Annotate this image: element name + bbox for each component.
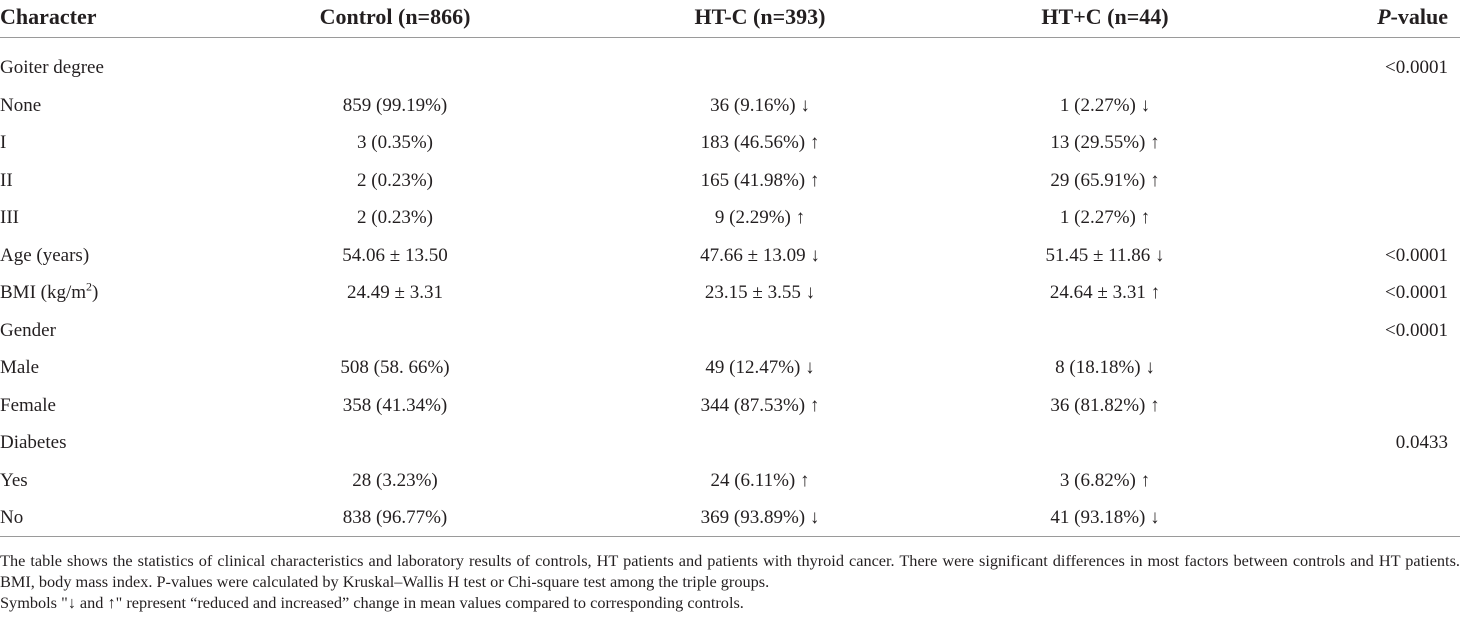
bottom-rule (0, 536, 1460, 537)
table-cell: Yes (0, 469, 28, 491)
table-cell: 28 (3.23%) (352, 469, 438, 491)
table-cell: 3 (0.35%) (357, 132, 433, 153)
table-cell: BMI (kg/m2) (0, 281, 98, 305)
table-cell: Male (0, 357, 40, 378)
table-cell: <0.0001 (1385, 244, 1448, 266)
table-cell: II (0, 169, 13, 191)
table-cell: None (0, 94, 42, 116)
table-cell: 41 (93.18%) ↓ (1050, 507, 1160, 528)
table-cell: 838 (96.77%) (342, 507, 448, 528)
table-cell: 508 (58. 66%) (340, 357, 450, 378)
table-cell: No (0, 507, 24, 528)
table-cell: 8 (18.18%) ↓ (1055, 357, 1155, 378)
table-cell: 13 (29.55%) ↑ (1050, 132, 1160, 153)
table-cell: 358 (41.34%) (342, 394, 448, 416)
table-cell: 23.15 ± 3.55 ↓ (704, 282, 816, 303)
table-cell: Goiter degree (0, 57, 104, 78)
header-cell: Control (n=866) (319, 4, 471, 29)
table-cell: 1 (2.27%) ↑ (1059, 207, 1151, 228)
table-cell: 1 (2.27%) ↓ (1059, 94, 1151, 116)
text-segment: ) (92, 282, 99, 303)
table-cell: 24.49 ± 3.31 (347, 282, 443, 303)
table-cell: 51.45 ± 11.86 ↓ (1045, 244, 1165, 266)
footnote-text: Symbols "↓ and ↑" represent “reduced and… (0, 593, 744, 612)
header-cell: HT-C (n=393) (694, 4, 826, 29)
table-cell: 0.0433 (1395, 432, 1448, 453)
header-cell: Character (0, 4, 97, 29)
table-cell: 36 (9.16%) ↓ (710, 94, 810, 116)
table-cell: 29 (65.91%) ↑ (1050, 169, 1160, 191)
table-cell: 24 (6.11%) ↑ (710, 469, 810, 491)
table-cell: 49 (12.47%) ↓ (705, 357, 815, 378)
table-cell: 344 (87.53%) ↑ (700, 394, 820, 416)
table-cell: 9 (2.29%) ↑ (714, 207, 806, 228)
header-rule (0, 37, 1460, 38)
table-cell: <0.0001 (1385, 282, 1448, 303)
table-cell: III (0, 207, 19, 228)
table-cell: <0.0001 (1385, 319, 1448, 341)
table-cell: I (0, 132, 7, 153)
table-cell: 54.06 ± 13.50 (342, 244, 448, 266)
table-cell: 47.66 ± 13.09 ↓ (700, 244, 820, 266)
text-segment: 2 (86, 279, 93, 294)
header-cell: HT+C (n=44) (1041, 4, 1169, 29)
text-segment: BMI (kg/m (0, 282, 87, 303)
table-cell: 24.64 ± 3.31 ↑ (1049, 282, 1161, 303)
footnote-text: The table shows the statistics of clinic… (0, 551, 1460, 591)
text-segment: P (1377, 4, 1391, 29)
table-cell: 183 (46.56%) ↑ (700, 132, 820, 153)
table-cell: Gender (0, 319, 56, 341)
table-cell: 2 (0.23%) (357, 169, 433, 191)
table-cell: Diabetes (0, 432, 67, 453)
table-cell: <0.0001 (1385, 57, 1448, 78)
table-cell: Age (years) (0, 244, 90, 266)
table-cell: 3 (6.82%) ↑ (1059, 469, 1151, 491)
table-cell: Female (0, 394, 56, 416)
table-cell: 2 (0.23%) (357, 207, 433, 228)
table-cell: 36 (81.82%) ↑ (1050, 394, 1160, 416)
table-cell: 859 (99.19%) (342, 94, 448, 116)
footnote: The table shows the statistics of clinic… (0, 550, 1460, 613)
header-cell: P-value (1377, 5, 1448, 29)
table-cell: 369 (93.89%) ↓ (700, 507, 820, 528)
table-cell: 165 (41.98%) ↑ (700, 169, 820, 191)
text-segment: -value (1390, 4, 1448, 29)
